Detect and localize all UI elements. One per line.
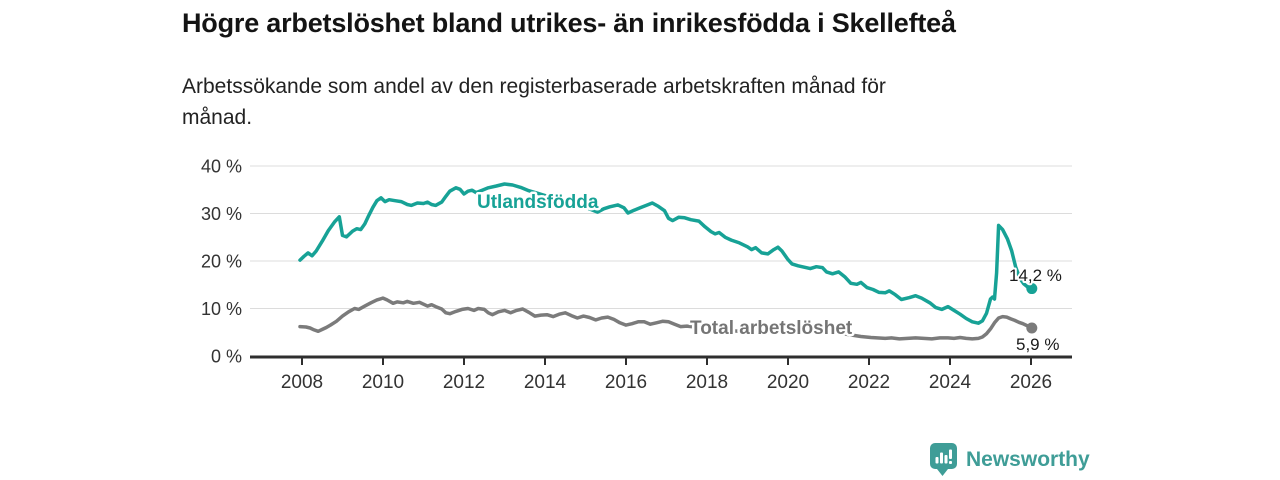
value-label-total-arbetsloshet: 5,9 % [1016, 335, 1059, 354]
y-tick-label: 10 % [201, 299, 242, 319]
subtitle-line-1: Arbetssökande som andel av den registerb… [182, 75, 886, 98]
y-tick-label: 0 % [211, 347, 242, 367]
y-tick-label: 20 % [201, 252, 242, 272]
x-tick-label: 2012 [443, 372, 485, 393]
series-line-utlandsfodda [298, 182, 1034, 325]
x-tick-label: 2016 [605, 372, 647, 393]
y-tick-label: 40 % [201, 157, 242, 177]
chart-subtitle: Arbetssökande som andel av den registerb… [182, 71, 1082, 133]
x-tick-label: 2020 [767, 372, 809, 393]
x-tick-label: 2010 [362, 372, 404, 393]
series-end-dot-total-arbetsloshet [1026, 322, 1038, 334]
y-tick-label: 30 % [201, 204, 242, 224]
newsworthy-logo-icon [930, 443, 957, 476]
series-label-utlandsfodda: Utlandsfödda [477, 192, 599, 213]
y-axis-labels: 0 % 10 % 20 % 30 % 40 % [201, 157, 242, 367]
series-end-dot-utlandsfodda [1026, 283, 1038, 295]
series-label-total-arbetsloshet: Total arbetslöshet [690, 318, 853, 339]
x-axis-labels: 2008 2010 2012 2014 2016 2018 2020 2022 2024 2026 [281, 372, 1052, 393]
newsworthy-logo[interactable]: Newsworthy [930, 443, 1090, 477]
newsworthy-logo-text: Newsworthy [966, 448, 1090, 471]
x-tick-label: 2014 [524, 372, 567, 393]
value-label-utlandsfodda: 14,2 % [1009, 266, 1062, 285]
series-end-dots [1026, 283, 1038, 334]
x-tick-label: 2018 [686, 372, 728, 393]
logo-bars [935, 449, 952, 464]
gridlines [250, 165, 1072, 309]
x-tick-label: 2022 [848, 372, 890, 393]
series-line-total-arbetsloshet [298, 296, 1034, 341]
x-tick-label: 2024 [929, 372, 972, 393]
x-tick-label: 2008 [281, 372, 323, 393]
x-tick-label: 2026 [1010, 372, 1052, 393]
data-series-lines [298, 182, 1034, 341]
subtitle-line-2: månad. [182, 106, 253, 129]
chart-title: Högre arbetslöshet bland utrikes- än inr… [182, 8, 956, 38]
x-axis [250, 355, 1072, 365]
